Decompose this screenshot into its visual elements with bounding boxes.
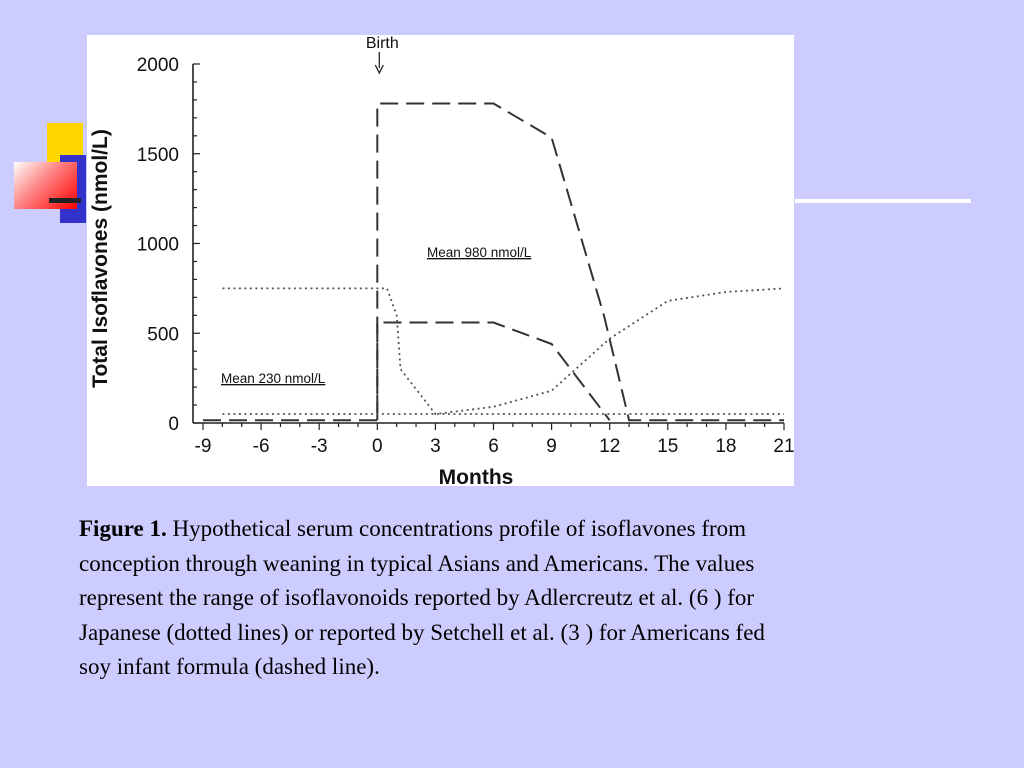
x-tick-label: 21 (773, 436, 794, 457)
x-tick-label: -6 (253, 436, 270, 457)
caption-text-1: Hypothetical serum concentrations profil… (172, 516, 747, 541)
series-3-dotted-line (222, 287, 785, 415)
isoflavone-chart: 0 500 1000 1500 2000 -9 -6 -3 0 3 6 9 12 15 18 21 Months… (89, 35, 794, 486)
y-tick-label: 1500 (137, 145, 179, 166)
series-1-dashed-line (203, 102, 784, 422)
x-tick-label: 12 (599, 436, 620, 457)
y-tick-label: 500 (147, 324, 179, 345)
caption-line-2: conception through weaning in typical As… (79, 550, 755, 576)
caption-label: Figure 1. (79, 516, 167, 541)
y-tick-label: 2000 (137, 55, 179, 76)
x-tick-label: 18 (715, 436, 736, 457)
x-axis-title: Months (439, 466, 514, 486)
chart-axes (192, 63, 785, 430)
annotation-label: Mean 980 nmol/L (427, 245, 532, 260)
birth-label: Birth (366, 35, 399, 52)
annotation-label: Mean 230 nmol/L (221, 371, 326, 386)
chart-panel: 0 500 1000 1500 2000 -9 -6 -3 0 3 6 9 12 15 18 21 Months… (87, 35, 794, 486)
figure-caption: Figure 1. Hypothetical serum concentrati… (79, 512, 959, 685)
caption-line-5: soy infant formula (dashed line). (79, 654, 380, 679)
y-tick-label: 0 (168, 414, 179, 435)
x-tick-label: -9 (195, 436, 212, 457)
x-tick-label: 6 (488, 436, 499, 457)
chart-labels: 0 500 1000 1500 2000 -9 -6 -3 0 3 6 9 12 15 18 21 Months… (89, 35, 794, 486)
chart-series (203, 102, 785, 422)
decorative-dark-bar (49, 198, 81, 203)
caption-line-1: Figure 1. Hypothetical serum concentrati… (79, 512, 959, 547)
decorative-white-line (795, 199, 971, 203)
x-tick-label: 3 (430, 436, 441, 457)
y-axis-title: Total Isoflavones (nmol/L) (89, 129, 112, 388)
caption-line-4: Japanese (dotted lines) or reported by S… (79, 619, 765, 645)
x-tick-label: 0 (372, 436, 383, 457)
x-tick-label: 15 (657, 436, 678, 457)
caption-line-3: represent the range of isoflavonoids rep… (79, 585, 755, 610)
y-tick-label: 1000 (137, 235, 179, 256)
x-tick-label: -3 (311, 436, 328, 457)
series-2-dashed-line (376, 321, 611, 421)
x-tick-label: 9 (546, 436, 557, 457)
birth-arrow-head (374, 64, 384, 75)
